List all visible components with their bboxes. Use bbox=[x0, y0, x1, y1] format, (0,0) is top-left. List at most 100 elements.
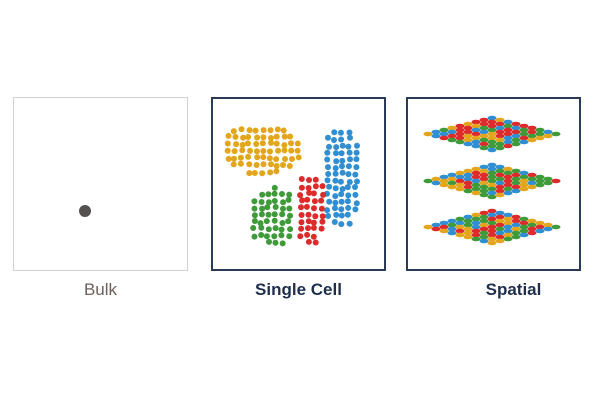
spatial-spot-top bbox=[479, 117, 489, 123]
blue-cell bbox=[339, 186, 346, 192]
red-cell bbox=[312, 213, 319, 220]
red-cell bbox=[305, 185, 312, 191]
orange-cell bbox=[225, 155, 232, 162]
green-cell bbox=[251, 233, 258, 240]
spatial-spot-bottom bbox=[455, 224, 465, 230]
spatial-spot-middle bbox=[487, 178, 497, 184]
orange-cell bbox=[275, 147, 282, 154]
red-cell bbox=[318, 205, 325, 212]
green-cell bbox=[279, 240, 286, 247]
spatial-spot-bottom bbox=[463, 234, 473, 240]
red-cell bbox=[320, 191, 327, 198]
blue-cell bbox=[339, 157, 346, 164]
spatial-spot-top bbox=[447, 137, 457, 143]
blue-cell bbox=[338, 198, 345, 205]
spatial-spot-bottom bbox=[487, 208, 497, 214]
spatial-spot-middle bbox=[439, 174, 449, 180]
orange-cell bbox=[295, 154, 302, 161]
spatial-spot-top bbox=[495, 117, 505, 123]
spatial-spot-top bbox=[487, 139, 497, 145]
green-cell bbox=[265, 191, 272, 198]
orange-cell bbox=[282, 156, 288, 162]
spatial-spot-bottom bbox=[511, 230, 521, 236]
blue-cell bbox=[345, 163, 352, 170]
spatial-spot-middle bbox=[527, 172, 537, 178]
orange-cell bbox=[286, 163, 293, 169]
spatial-spot-top bbox=[503, 139, 513, 145]
spatial-spot-top bbox=[463, 125, 473, 131]
green-cell bbox=[263, 233, 270, 240]
spatial-spot-middle bbox=[479, 176, 489, 182]
orange-cell bbox=[253, 148, 260, 155]
spatial-spot-top bbox=[535, 131, 545, 137]
orange-cell bbox=[225, 132, 232, 139]
green-cell bbox=[251, 218, 258, 224]
spatial-spot-top bbox=[487, 115, 497, 121]
spatial-spot-top bbox=[463, 133, 473, 139]
spatial-spot-top bbox=[479, 141, 489, 147]
green-cell bbox=[278, 232, 285, 239]
blue-cell bbox=[346, 220, 353, 227]
orange-cell bbox=[273, 133, 280, 140]
green-cell bbox=[265, 211, 272, 218]
spatial-spot-top bbox=[431, 129, 441, 135]
spatial-spot-middle bbox=[431, 176, 441, 182]
blue-cell bbox=[347, 156, 353, 163]
spatial-spot-top bbox=[463, 121, 473, 127]
blue-cell bbox=[324, 177, 331, 184]
green-cell bbox=[286, 205, 293, 212]
spatial-spot-bottom bbox=[463, 218, 473, 224]
spatial-spot-middle bbox=[503, 186, 513, 192]
spatial-spot-top bbox=[495, 145, 505, 151]
spatial-spot-middle bbox=[519, 182, 529, 188]
orange-cell bbox=[289, 156, 295, 162]
spatial-spot-bottom bbox=[447, 218, 457, 224]
red-cell bbox=[305, 218, 312, 225]
spatial-spot-bottom bbox=[447, 222, 457, 228]
red-cell bbox=[305, 238, 312, 245]
orange-cell bbox=[239, 141, 246, 148]
spatial-spot-middle bbox=[455, 182, 465, 188]
spatial-spot-top bbox=[527, 129, 537, 135]
blue-cell bbox=[344, 184, 351, 191]
spatial-spot-bottom bbox=[503, 212, 513, 218]
spatial-spot-bottom bbox=[463, 214, 473, 220]
spatial-spot-middle bbox=[487, 166, 497, 172]
spatial-spot-middle bbox=[455, 174, 465, 180]
blue-cell bbox=[338, 191, 345, 198]
spatial-spot-bottom bbox=[519, 224, 529, 230]
spatial-spot-top bbox=[479, 129, 489, 135]
blue-cell bbox=[333, 144, 340, 151]
spatial-spot-bottom bbox=[479, 210, 489, 216]
red-cell bbox=[298, 204, 304, 211]
spatial-spot-middle bbox=[463, 172, 473, 178]
orange-cell bbox=[266, 155, 273, 162]
orange-cell bbox=[245, 153, 252, 160]
spatial-spot-middle bbox=[455, 178, 465, 184]
spatial-spot-top bbox=[503, 119, 513, 125]
orange-cell bbox=[246, 161, 253, 168]
spatial-spot-top bbox=[519, 131, 529, 137]
spatial-spot-middle bbox=[447, 184, 457, 190]
spatial-spot-bottom bbox=[447, 226, 457, 232]
blue-cell bbox=[353, 164, 360, 171]
blue-cell bbox=[338, 221, 345, 228]
bulk-dot-icon bbox=[79, 205, 91, 217]
orange-cell bbox=[224, 140, 231, 147]
red-cell bbox=[310, 219, 317, 226]
green-cell bbox=[272, 239, 279, 246]
spatial-spot-bottom bbox=[463, 222, 473, 228]
spatial-spot-bottom bbox=[495, 222, 505, 228]
red-cell bbox=[310, 190, 317, 197]
spatial-spot-top bbox=[471, 119, 481, 125]
spatial-spot-bottom bbox=[479, 214, 489, 220]
spatial-spot-top bbox=[519, 123, 529, 129]
orange-cell bbox=[224, 147, 231, 154]
spatial-spot-middle bbox=[439, 178, 449, 184]
spatial-spot-top bbox=[463, 129, 473, 135]
spatial-spot-middle bbox=[511, 172, 521, 178]
spatial-spot-top bbox=[455, 127, 465, 133]
spatial-spot-bottom bbox=[503, 216, 513, 222]
red-cell bbox=[312, 239, 319, 246]
spatial-spot-middle bbox=[503, 190, 513, 196]
